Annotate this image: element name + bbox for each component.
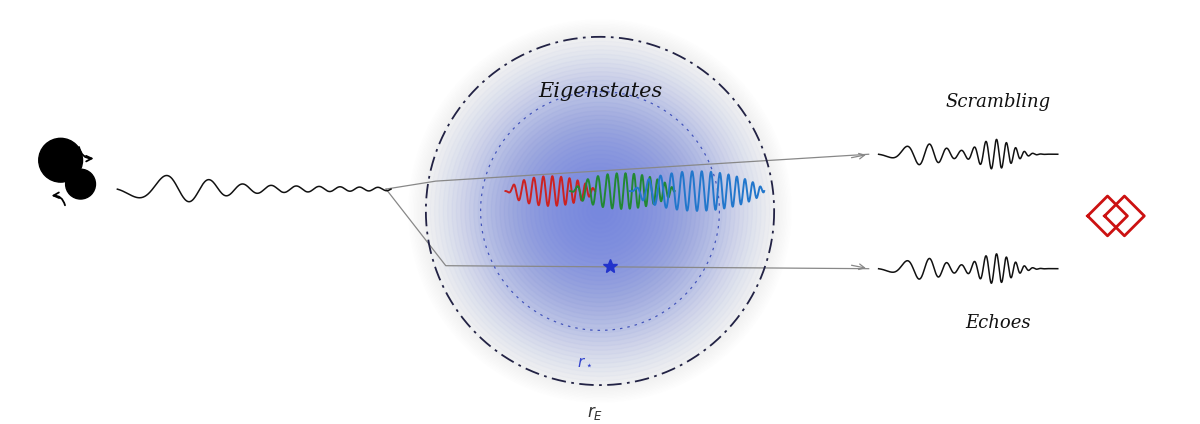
- Circle shape: [544, 154, 656, 268]
- Circle shape: [517, 128, 683, 294]
- Circle shape: [557, 167, 643, 254]
- Circle shape: [565, 176, 635, 246]
- Circle shape: [487, 98, 713, 324]
- Circle shape: [482, 93, 718, 329]
- Circle shape: [522, 133, 678, 289]
- Circle shape: [574, 185, 626, 237]
- Circle shape: [38, 138, 83, 182]
- Circle shape: [66, 169, 96, 199]
- Circle shape: [478, 89, 722, 333]
- Circle shape: [500, 111, 700, 311]
- Circle shape: [512, 124, 688, 298]
- Circle shape: [570, 181, 630, 241]
- Text: $r_E$: $r_E$: [587, 404, 604, 422]
- Circle shape: [587, 198, 613, 224]
- Circle shape: [578, 189, 622, 233]
- Text: Scrambling: Scrambling: [946, 94, 1051, 112]
- Circle shape: [496, 106, 704, 315]
- Circle shape: [595, 206, 605, 215]
- Circle shape: [509, 120, 691, 302]
- Text: Echoes: Echoes: [965, 315, 1031, 332]
- Circle shape: [474, 85, 726, 337]
- Circle shape: [504, 115, 696, 307]
- Circle shape: [530, 141, 670, 281]
- Text: Eigenstates: Eigenstates: [538, 82, 662, 101]
- Circle shape: [535, 146, 665, 276]
- Circle shape: [582, 193, 618, 229]
- Circle shape: [560, 172, 640, 250]
- Circle shape: [552, 163, 648, 259]
- Circle shape: [491, 102, 709, 320]
- Circle shape: [547, 159, 653, 263]
- Circle shape: [469, 81, 731, 342]
- Text: $r_\star$: $r_\star$: [577, 355, 593, 369]
- Circle shape: [526, 137, 674, 285]
- Circle shape: [592, 202, 608, 220]
- Circle shape: [539, 150, 661, 272]
